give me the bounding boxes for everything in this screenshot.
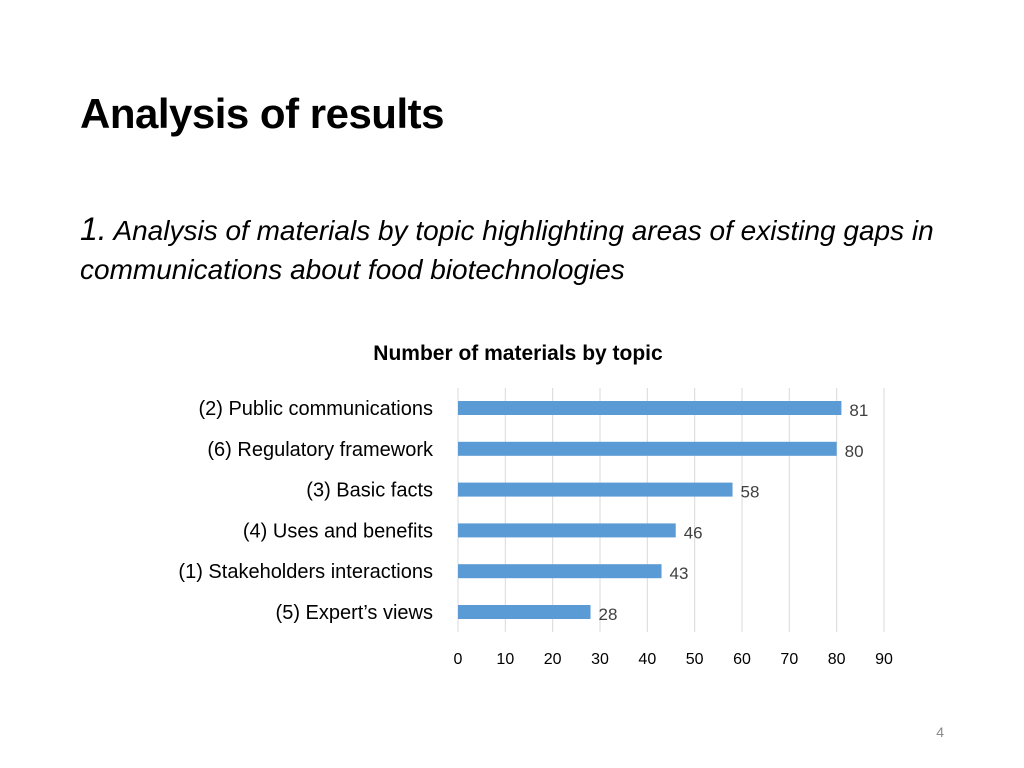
page-title: Analysis of results	[80, 90, 444, 137]
chart-title: Number of materials by topic	[373, 342, 663, 365]
bar	[458, 441, 837, 456]
data-label: 46	[684, 523, 703, 542]
category-label: (5) Expert’s views	[276, 602, 433, 624]
subtitle: 1. Analysis of materials by topic highli…	[80, 210, 950, 289]
subtitle-text: Analysis of materials by topic highlight…	[80, 215, 934, 285]
x-tick-label: 10	[496, 651, 514, 668]
data-label: 58	[741, 483, 760, 502]
bar-chart: 0 10 20 30 40 50 60 70 80 90 (2) Public communicat…	[178, 388, 893, 668]
x-tick-label: 20	[544, 651, 562, 668]
x-tick-label: 90	[875, 651, 893, 668]
category-label: (3) Basic facts	[306, 480, 433, 502]
x-tick-label: 50	[686, 651, 704, 668]
x-tick-label: 60	[733, 651, 751, 668]
x-tick-label: 40	[638, 651, 656, 668]
subtitle-number: 1.	[80, 211, 107, 247]
bar	[458, 482, 733, 497]
category-label: (4) Uses and benefits	[243, 520, 433, 542]
data-label: 28	[599, 605, 618, 624]
bar	[458, 564, 662, 579]
x-tick-label: 70	[780, 651, 798, 668]
x-tick-label: 80	[828, 651, 846, 668]
page-number: 4	[936, 724, 944, 740]
category-label: (2) Public communications	[198, 398, 433, 420]
data-label: 80	[845, 442, 864, 461]
data-label: 81	[849, 401, 868, 420]
bar	[458, 605, 591, 619]
x-tick-label: 0	[454, 651, 463, 668]
bar	[458, 401, 842, 415]
category-label: (6) Regulatory framework	[207, 439, 434, 461]
bar	[458, 523, 676, 538]
category-label: (1) Stakeholders interactions	[178, 561, 433, 583]
x-tick-label: 30	[591, 651, 609, 668]
data-label: 43	[670, 564, 689, 583]
